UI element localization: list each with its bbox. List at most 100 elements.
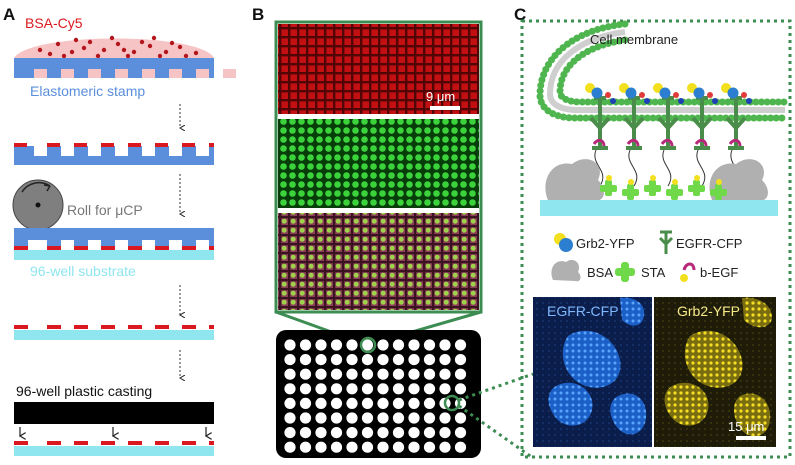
ink-segment bbox=[101, 441, 115, 445]
cell-membrane bbox=[536, 20, 789, 122]
well bbox=[284, 368, 296, 380]
micrograph-scale-label: 15 μm bbox=[728, 419, 764, 434]
well bbox=[408, 383, 420, 395]
egfr-micrograph bbox=[533, 297, 652, 447]
well bbox=[423, 368, 436, 380]
ink-segment bbox=[14, 246, 28, 250]
micrograph-scale-bar bbox=[736, 436, 766, 440]
well bbox=[377, 441, 389, 453]
stamp-gap bbox=[223, 146, 236, 156]
c-substrate bbox=[540, 200, 778, 216]
ink-segment bbox=[74, 441, 88, 445]
well bbox=[284, 427, 296, 439]
stamp-gap bbox=[34, 146, 47, 156]
well bbox=[361, 354, 374, 366]
well bbox=[392, 383, 405, 395]
well bbox=[439, 354, 451, 366]
ink-segment bbox=[182, 441, 196, 445]
well bbox=[423, 354, 436, 366]
ink-segment bbox=[101, 143, 114, 147]
well bbox=[315, 354, 327, 366]
well bbox=[330, 354, 343, 366]
stamp-tooth bbox=[47, 240, 61, 247]
panel-b-letter: B bbox=[252, 5, 264, 24]
ink-particle bbox=[69, 49, 75, 55]
ink-particle bbox=[193, 50, 199, 56]
well bbox=[439, 339, 451, 351]
well bbox=[330, 441, 343, 453]
well bbox=[299, 383, 312, 395]
well bbox=[346, 441, 358, 453]
biotin-dot bbox=[716, 179, 722, 185]
stamp-gap bbox=[34, 69, 47, 78]
well bbox=[299, 427, 312, 439]
scale-bar bbox=[430, 106, 460, 110]
well bbox=[361, 383, 374, 395]
panel-c-frame bbox=[520, 19, 792, 459]
well bbox=[439, 412, 451, 424]
stamp-tooth bbox=[182, 240, 196, 247]
ink-particle bbox=[177, 44, 183, 50]
well bbox=[408, 441, 420, 453]
assembly-arrows bbox=[20, 427, 206, 436]
egfr-receptor bbox=[619, 83, 650, 187]
well bbox=[408, 339, 420, 351]
panel-c: C Cell membrane Grb2-YFP bbox=[514, 5, 792, 459]
well bbox=[454, 383, 467, 395]
legend-begf: b-EGF bbox=[700, 265, 738, 280]
stamp-label: Elastomeric stamp bbox=[30, 83, 145, 99]
well bbox=[330, 339, 343, 351]
stamp-tooth bbox=[101, 240, 115, 247]
stamp-gap bbox=[142, 146, 155, 156]
stamp-gap bbox=[196, 69, 209, 78]
well bbox=[361, 339, 374, 351]
well bbox=[299, 339, 312, 351]
well bbox=[315, 441, 327, 453]
egfr-receptor bbox=[585, 83, 616, 187]
well bbox=[284, 441, 296, 453]
well bbox=[392, 412, 405, 424]
well bbox=[423, 397, 436, 409]
ink-segment bbox=[74, 325, 88, 329]
red-micrograph bbox=[278, 24, 479, 114]
well bbox=[392, 368, 405, 380]
well bbox=[377, 339, 389, 351]
well bbox=[423, 383, 436, 395]
well bbox=[392, 354, 405, 366]
well bbox=[299, 397, 312, 409]
ink-particle bbox=[169, 40, 175, 46]
ink-segment bbox=[74, 143, 87, 147]
well bbox=[315, 368, 327, 380]
ink-particle bbox=[55, 41, 61, 47]
zoom-source-well bbox=[359, 336, 377, 354]
well bbox=[454, 441, 467, 453]
sta-molecule-arm bbox=[666, 189, 683, 196]
well bbox=[299, 354, 312, 366]
micrograph-frame bbox=[274, 20, 483, 314]
ink-particle bbox=[125, 53, 131, 59]
membrane-label: Cell membrane bbox=[590, 32, 678, 47]
ink-segment bbox=[14, 325, 28, 329]
well bbox=[377, 427, 389, 439]
well bbox=[454, 427, 467, 439]
well bbox=[439, 427, 451, 439]
well bbox=[346, 383, 358, 395]
legend: Grb2-YFP EGFR-CFP BSA STA b-EGF bbox=[551, 230, 742, 282]
well bbox=[284, 354, 296, 366]
ink-segment bbox=[182, 143, 195, 147]
sta-molecule-arm bbox=[710, 189, 727, 196]
ink-particle bbox=[95, 53, 101, 59]
well bbox=[346, 412, 358, 424]
well bbox=[315, 412, 327, 424]
ink-segment bbox=[14, 143, 27, 147]
ink-segment bbox=[155, 325, 169, 329]
well bbox=[392, 339, 405, 351]
legend-grb2: Grb2-YFP bbox=[576, 236, 635, 251]
plastic-casting bbox=[14, 402, 214, 424]
ink-segment bbox=[128, 441, 142, 445]
ink-segment bbox=[101, 246, 115, 250]
well bbox=[377, 412, 389, 424]
well bbox=[299, 368, 312, 380]
ink-particle bbox=[87, 39, 93, 45]
